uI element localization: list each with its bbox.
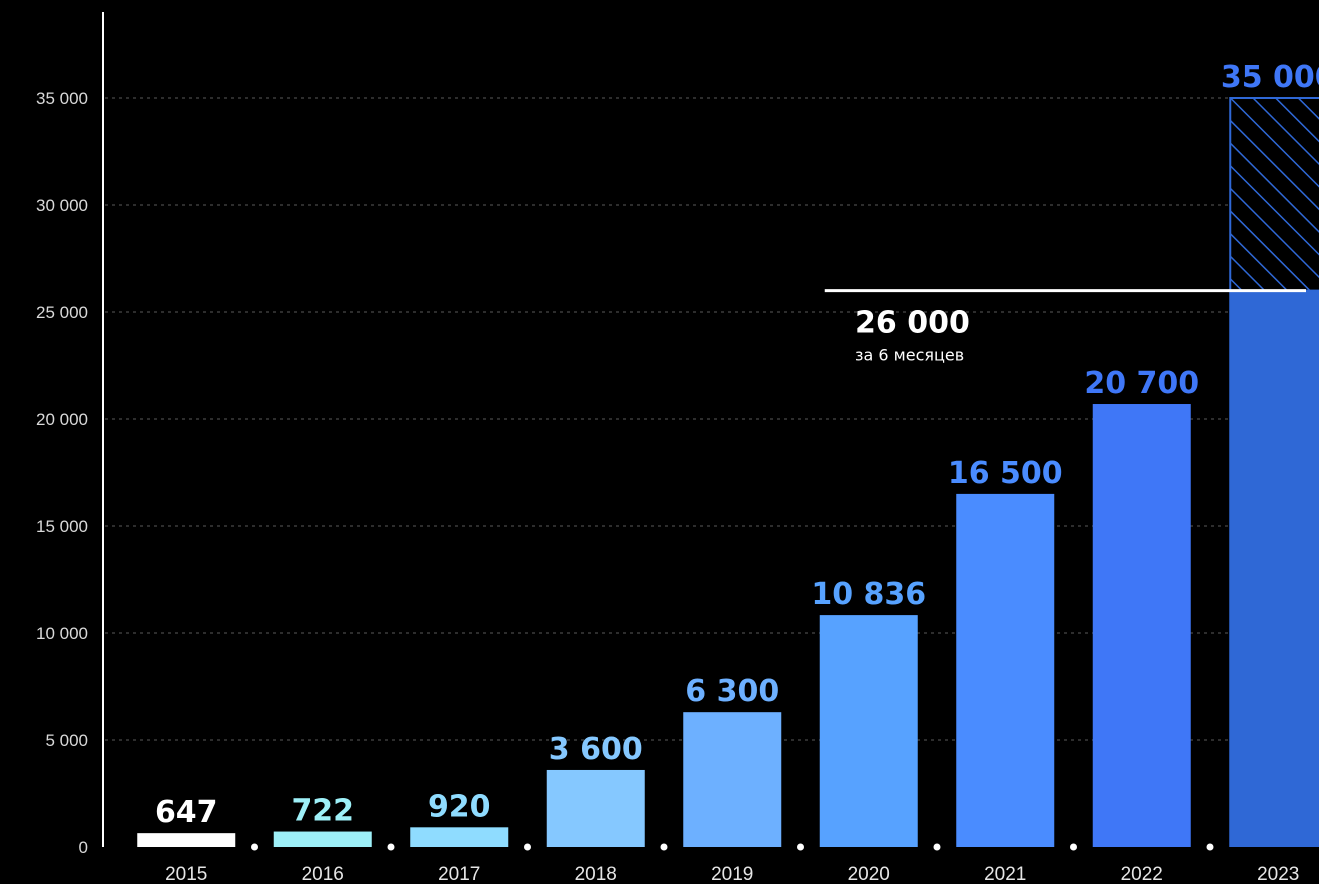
bar-projection [1229, 97, 1319, 292]
x-tick-label: 2015 [165, 864, 207, 884]
separator-dot [933, 843, 941, 851]
bar [1229, 290, 1319, 848]
annotation-note: за 6 месяцев [855, 346, 964, 365]
data-label: 3 600 [549, 732, 643, 767]
x-tick-label: 2021 [984, 864, 1026, 884]
separator-dot [524, 843, 531, 851]
x-tick-label: 2020 [848, 864, 890, 884]
data-label: 647 [155, 795, 218, 830]
data-label: 920 [428, 789, 491, 824]
y-tick-label: 10 000 [36, 624, 88, 643]
data-label: 20 700 [1084, 366, 1199, 401]
y-tick-label: 15 000 [36, 517, 88, 536]
annotation-value: 26 000 [855, 306, 970, 341]
y-tick-label: 35 000 [36, 89, 88, 108]
x-tick-label: 2019 [711, 864, 753, 884]
bar [1092, 404, 1191, 847]
x-tick-label: 2017 [438, 864, 480, 884]
bars: 647 722 920 3 600 6 300 10 836 16 500 20 700 35 … [137, 60, 1319, 848]
bar [956, 493, 1055, 847]
y-tick-label: 0 [79, 838, 88, 857]
x-axis-labels: 2015 2016 2017 2018 2019 2020 2021 2022 2023 [165, 864, 1299, 884]
data-label: 16 500 [948, 456, 1063, 491]
bar [683, 712, 782, 847]
y-tick-label: 30 000 [36, 196, 88, 215]
x-tick-label: 2016 [302, 864, 344, 884]
separator-dot [797, 843, 804, 851]
x-axis-separators [251, 843, 1214, 851]
x-tick-label: 2022 [1121, 864, 1163, 884]
bar [546, 769, 645, 847]
bar [410, 827, 509, 847]
data-label: 6 300 [685, 674, 779, 709]
annotation: 26 000 за 6 месяцев [824, 289, 1306, 365]
data-label: 722 [291, 794, 354, 829]
y-axis-ticks: 0 5 000 10 000 15 000 20 000 25 000 30 000 35 0… [36, 89, 88, 857]
separator-dot [1070, 843, 1077, 851]
bar [137, 833, 236, 847]
x-tick-label: 2023 [1257, 864, 1299, 884]
y-tick-label: 5 000 [45, 731, 88, 750]
separator-dot [660, 843, 668, 851]
bar [819, 615, 918, 847]
bar [273, 831, 372, 847]
y-tick-label: 25 000 [36, 303, 88, 322]
separator-dot [1206, 843, 1214, 851]
y-tick-label: 20 000 [36, 410, 88, 429]
separator-dot [251, 843, 258, 851]
x-tick-label: 2018 [575, 864, 617, 884]
data-label: 35 000 [1221, 60, 1319, 95]
data-label: 10 836 [811, 577, 926, 612]
separator-dot [387, 843, 395, 851]
